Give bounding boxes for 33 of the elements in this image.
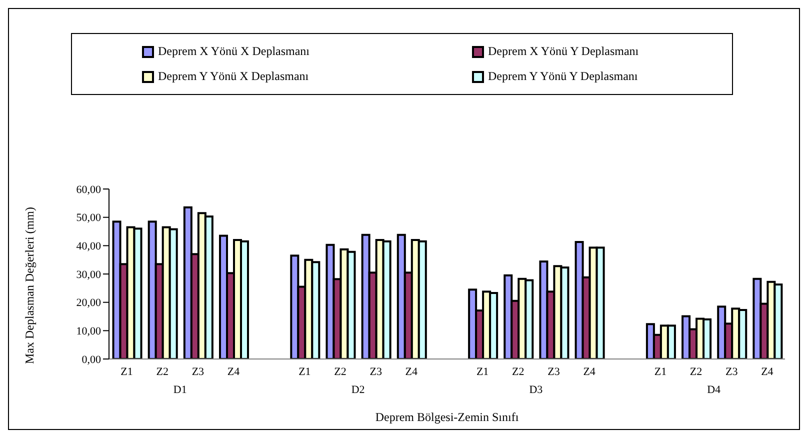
x-tick-label: Z4 [583,366,596,378]
x-tick-label: Z2 [690,366,702,378]
x-tick-label: Z1 [654,366,667,378]
x-axis-title: Deprem Bölgesi-Zemin Sınıfı [375,410,520,424]
x-tick-label: Z3 [192,366,205,378]
x-tick-label: Z4 [405,366,418,378]
x-tick-label: Z2 [156,366,168,378]
x-tick-label: Z2 [334,366,346,378]
y-tick-label: 30,00 [76,268,102,281]
x-tick-label: Z1 [120,366,133,378]
y-tick-label: 60,00 [76,184,102,196]
x-tick-label: Z1 [476,366,489,378]
x-tick-label: Z4 [227,366,240,378]
legend-label: Deprem Y Yönü X Deplasmanı [158,69,309,84]
x-tick-label: Z3 [726,366,738,378]
x-tick-label: Z4 [761,366,774,378]
y-tick-label: 40,00 [76,240,102,253]
y-tick-label: 50,00 [76,212,102,224]
y-tick-label: 20,00 [76,297,102,310]
text: D3 [529,384,544,396]
text: D4 [707,384,722,396]
x-tick-label: Z3 [370,366,382,378]
legend-label: Deprem Y Yönü Y Deplasmanı [488,69,638,84]
legend-label: Deprem X Yönü Y Deplasmanı [488,44,639,59]
legend-label: Deprem X Yönü X Deplasmanı [158,44,310,59]
text: D2 [351,384,365,396]
y-axis-title: Max Deplasman Değerleri (mm) [22,207,36,364]
text: D1 [173,384,187,396]
x-tick-label: Z3 [548,366,560,378]
y-tick-label: 0,00 [82,354,102,366]
x-tick-label: Z2 [512,366,524,378]
x-tick-label: Z1 [298,366,311,378]
y-tick-label: 10,00 [76,326,102,338]
